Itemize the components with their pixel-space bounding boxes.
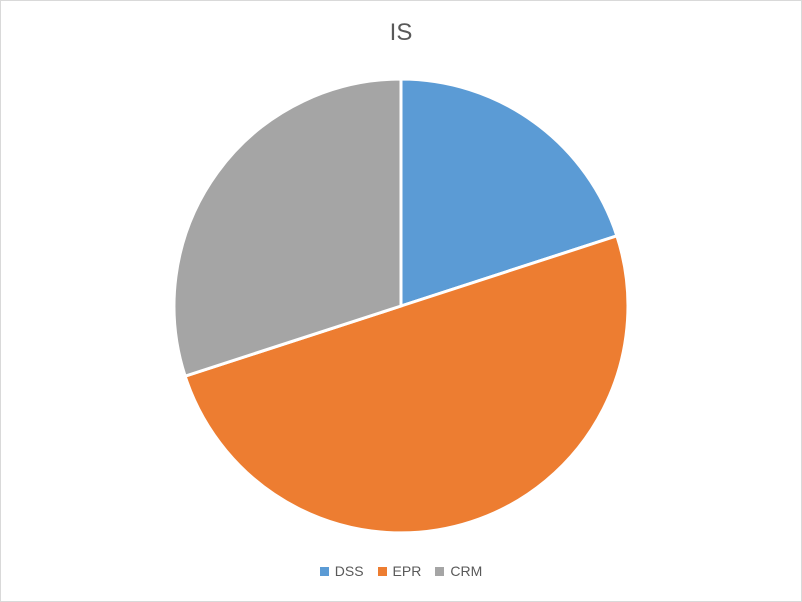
legend: DSS EPR CRM <box>1 563 801 579</box>
pie-slice-dss <box>399 77 619 309</box>
pie-slice-crm <box>172 77 403 379</box>
legend-swatch-dss <box>319 566 329 576</box>
legend-swatch-crm <box>435 566 445 576</box>
legend-swatch-epr <box>377 566 387 576</box>
pie-slice-epr <box>183 233 630 535</box>
legend-item-dss: DSS <box>319 563 364 579</box>
legend-label-crm: CRM <box>450 563 483 579</box>
legend-item-crm: CRM <box>435 563 482 579</box>
chart-title: IS <box>389 19 413 46</box>
legend-item-epr: EPR <box>377 563 422 579</box>
legend-label-dss: DSS <box>334 563 364 579</box>
legend-label-epr: EPR <box>392 563 422 579</box>
